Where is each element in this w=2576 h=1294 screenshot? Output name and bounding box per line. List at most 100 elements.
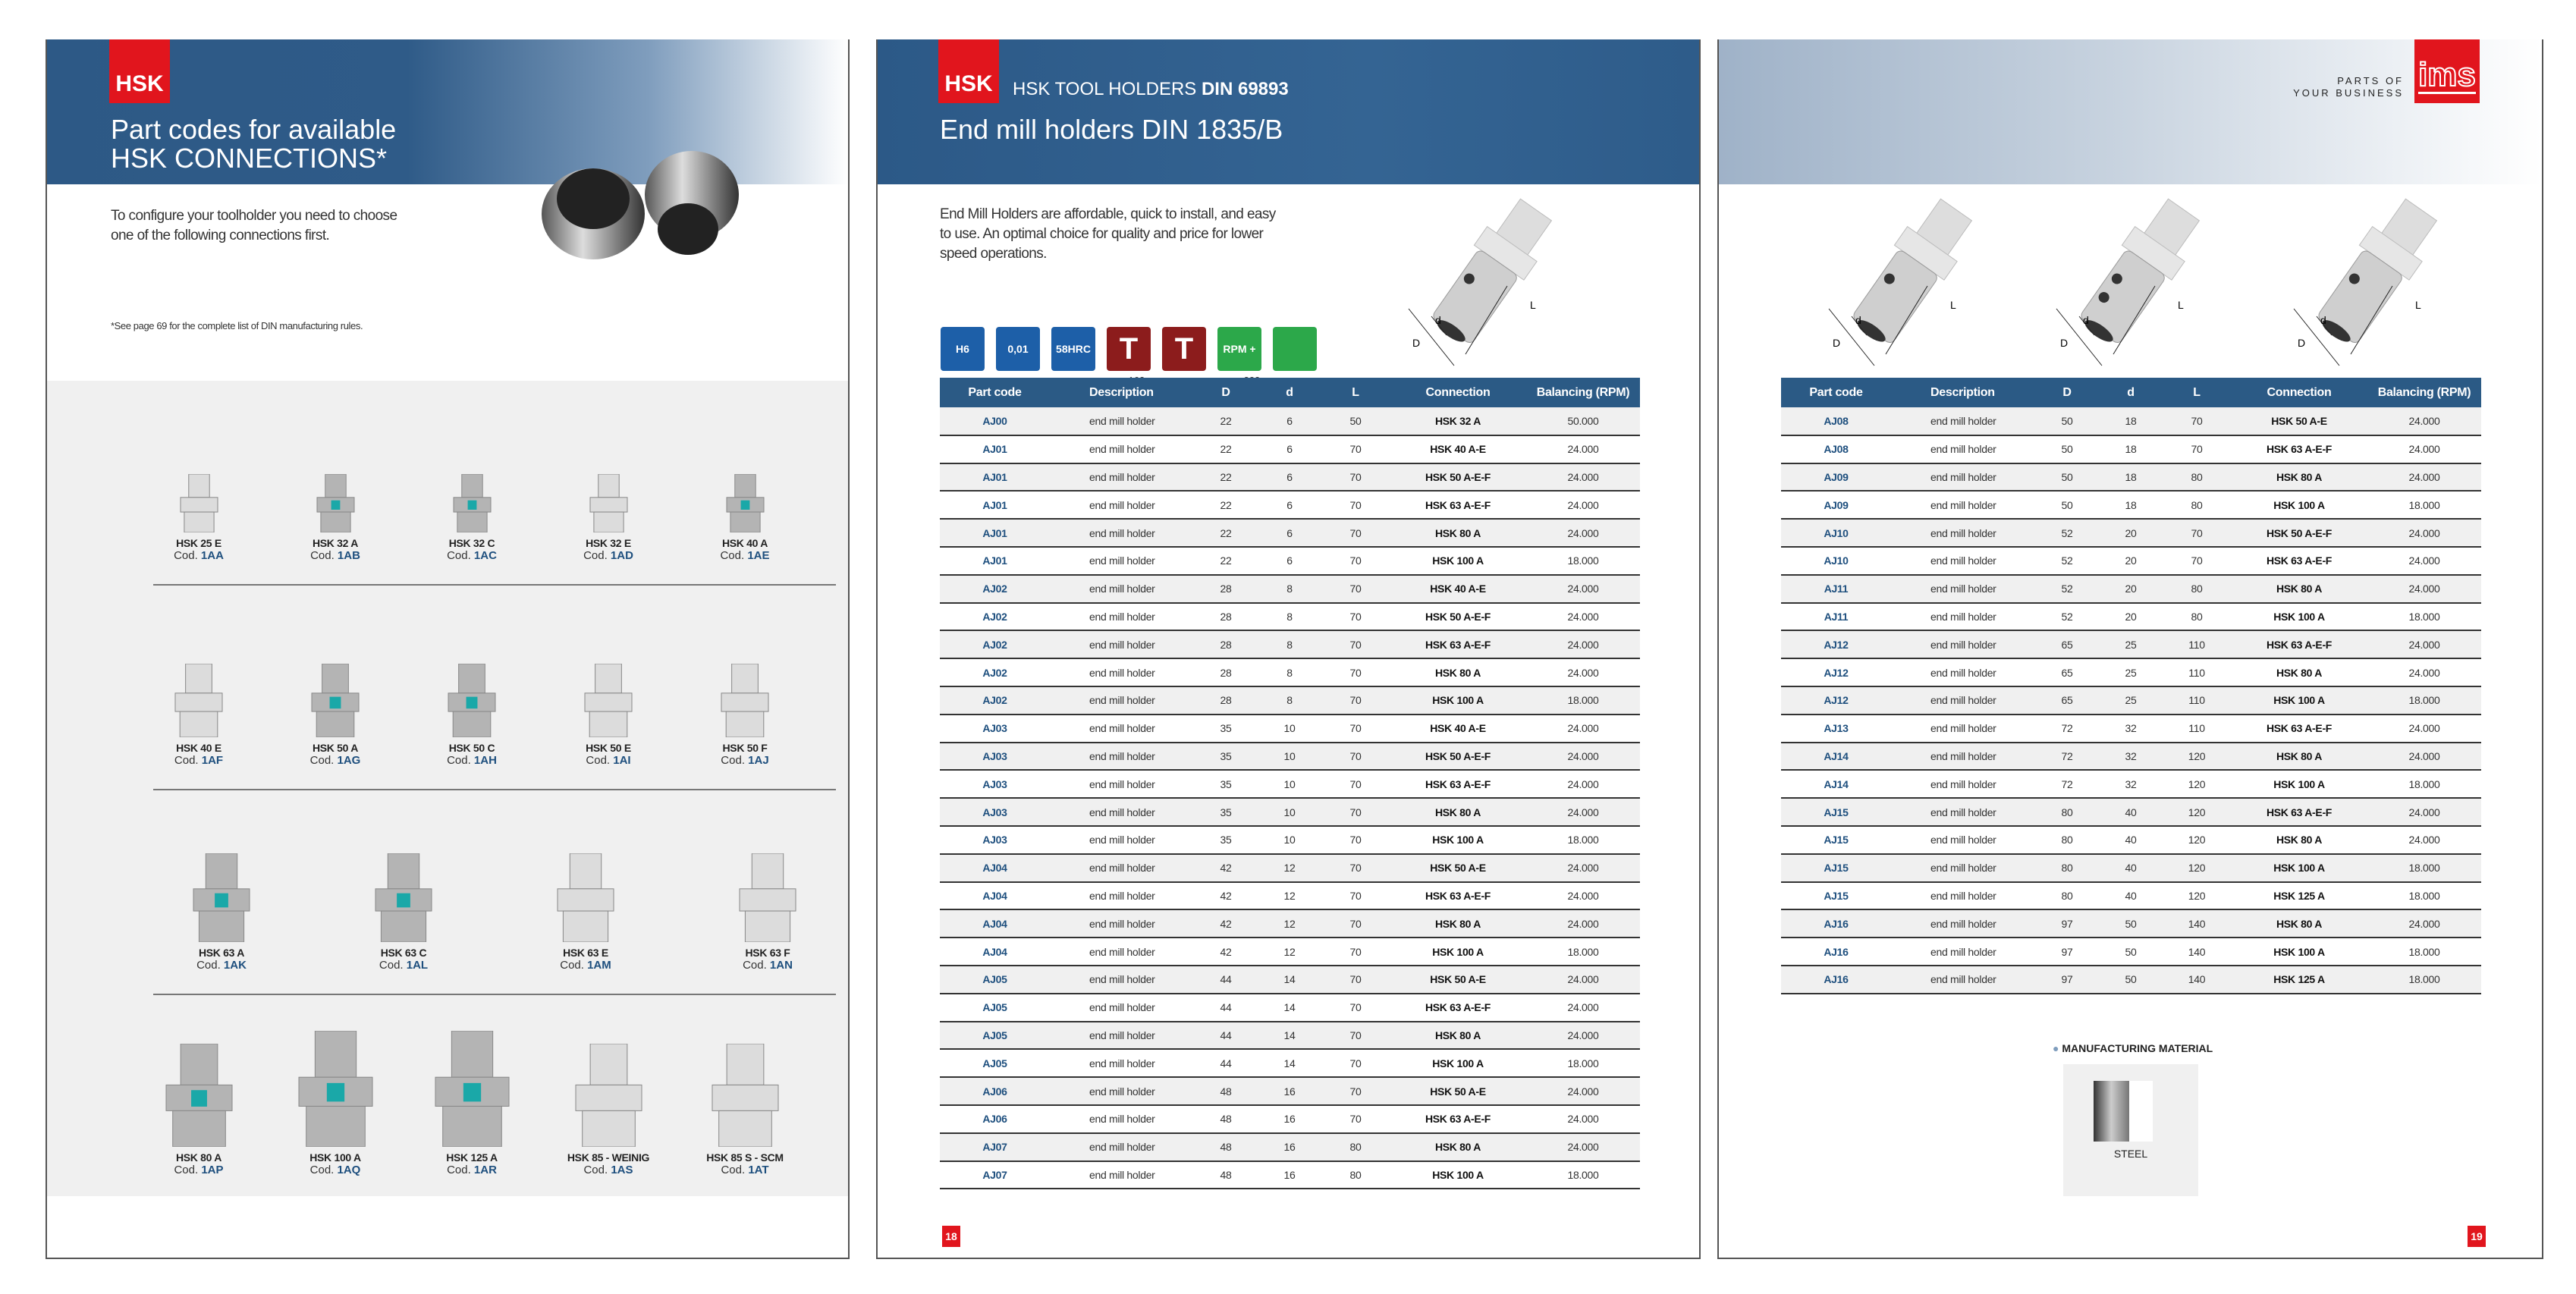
table-cell: 42 [1194,881,1258,911]
table-cell: 8 [1258,630,1321,660]
section-title: HSK TOOL HOLDERS DIN 69893 [1013,79,1289,99]
connection-item: HSK 63 C Cod. 1AL [328,806,479,972]
t-wrench-icon: T [1107,327,1151,371]
table-cell: HSK 80 A [2231,742,2367,771]
table-cell: 80 [2035,798,2099,827]
table-cell: 24.000 [2367,435,2481,464]
table-cell: AJ06 [940,1104,1050,1134]
table-cell: 44 [1194,965,1258,994]
table-row: AJ13 end mill holder 72 32 110 HSK 63 A-E-F 24… [1781,714,2481,743]
table-row: AJ02 end mill holder 28 8 70 HSK 40 A-E 24.000 [940,574,1640,604]
table-row: AJ04 end mill holder 42 12 70 HSK 63 A-E-F 24.… [940,881,1640,911]
table-cell: 32 [2099,714,2163,743]
table-cell: 24.000 [1526,853,1640,883]
hsk-shank-icon [712,1044,778,1147]
table-cell: 70 [1321,1077,1390,1106]
table-cell: 24.000 [1526,714,1640,743]
table-cell: 14 [1258,1021,1321,1051]
table-row: AJ16 end mill holder 97 50 140 HSK 125 A 18.00… [1781,965,2481,994]
table-cell: 140 [2163,909,2231,939]
table-cell: 97 [2035,938,2099,966]
table-cell: 42 [1194,938,1258,966]
table-cell: 40 [2099,881,2163,911]
table-cell: 24.000 [1526,770,1640,799]
column-header: Part code [1781,378,1891,407]
table-cell: 50 [2035,463,2099,492]
table-cell: 50.000 [1526,407,1640,436]
table-cell: 24.000 [1526,909,1640,939]
table-row: AJ03 end mill holder 35 10 70 HSK 80 A 24.000 [940,798,1640,827]
end-mill-holder-icon: D d L [2293,198,2438,366]
table-cell: 18.000 [2367,602,2481,632]
table-cell: HSK 100 A [1390,938,1526,966]
table-cell: end mill holder [1050,435,1194,464]
table-cell: AJ12 [1781,658,1891,687]
connection-code: Cod. 1AK [196,959,247,972]
table-cell: 50 [2035,491,2099,520]
table-cell: AJ15 [1781,881,1891,911]
page-end-mill-holders-19: PARTS OF YOUR BUSINESS ims D d L D d L [1717,39,2543,1259]
table-cell: 24.000 [2367,658,2481,687]
table-row: AJ16 end mill holder 97 50 140 HSK 80 A 24.000 [1781,909,2481,939]
table-cell: HSK 80 A [1390,798,1526,827]
table-cell: 6 [1258,546,1321,576]
table-cell: 70 [1321,909,1390,939]
table-cell: 18 [2099,435,2163,464]
table-cell: end mill holder [1891,938,2035,966]
table-cell: 70 [1321,463,1390,492]
table-cell: 110 [2163,630,2231,660]
table-cell: end mill holder [1050,798,1194,827]
table-row: AJ01 end mill holder 22 6 70 HSK 40 A-E 24.000 [940,435,1640,464]
table-cell: 18.000 [2367,491,2481,520]
table-row: AJ12 end mill holder 65 25 110 HSK 63 A-E-F 24… [1781,630,2481,660]
table-row: AJ15 end mill holder 80 40 120 HSK 100 A 18.00… [1781,853,2481,883]
table-cell: HSK 63 A-E-F [1390,630,1526,660]
table-cell: HSK 50 A-E-F [1390,742,1526,771]
table-cell: 70 [1321,825,1390,855]
table-cell: 52 [2035,519,2099,548]
table-cell: HSK 50 A-E-F [2231,519,2367,548]
column-header: Connection [2231,378,2367,407]
table-cell: end mill holder [1891,853,2035,883]
table-cell: 48 [1194,1161,1258,1190]
intro-text: End Mill Holders are affordable, quick t… [940,206,1276,262]
connection-code: Cod. 1AJ [721,754,769,767]
table-cell: 70 [1321,770,1390,799]
table-row: AJ16 end mill holder 97 50 140 HSK 100 A 18.00… [1781,938,2481,966]
table-cell: AJ12 [1781,630,1891,660]
table-cell: AJ06 [940,1077,1050,1106]
table-cell: 18.000 [2367,881,2481,911]
end-mill-holder-icon: D d L [2056,198,2201,366]
table-cell: HSK 80 A [1390,1132,1526,1162]
table-cell: 24.000 [1526,1104,1640,1134]
table-cell: 42 [1194,853,1258,883]
table-cell: 28 [1194,574,1258,604]
hsk-shank-icon [453,474,491,532]
table-cell: 22 [1194,407,1258,436]
table-cell: HSK 100 A [2231,938,2367,966]
material-card-steel: STEEL [2063,1064,2198,1196]
end-mill-holder-drawing-1: D d L [1814,195,1988,373]
page-title: Part codes for available HSK CONNECTIONS… [111,114,397,174]
table-row: AJ11 end mill holder 52 20 80 HSK 100 A 18.000 [1781,602,2481,632]
table-cell: end mill holder [1050,909,1194,939]
table-cell: HSK 50 A-E-F [1390,602,1526,632]
table-cell: 110 [2163,658,2231,687]
table-cell: HSK 125 A [2231,881,2367,911]
table-cell: 70 [1321,1049,1390,1079]
table-cell: 70 [1321,435,1390,464]
table-cell: AJ04 [940,909,1050,939]
table-cell: AJ10 [1781,546,1891,576]
table-row: AJ14 end mill holder 72 32 120 HSK 100 A 18.00… [1781,770,2481,799]
table-cell: 70 [1321,519,1390,548]
table-row: AJ07 end mill holder 48 16 80 HSK 100 A 18.000 [940,1161,1640,1190]
table-cell: 22 [1194,435,1258,464]
table-row: AJ03 end mill holder 35 10 70 HSK 63 A-E-F 24.… [940,770,1640,799]
table-row: AJ03 end mill holder 35 10 70 HSK 100 A 18.000 [940,825,1640,855]
table-cell: HSK 63 A-E-F [1390,881,1526,911]
connection-item: HSK 40 A Cod. 1AE [677,396,813,562]
table-cell: HSK 80 A [2231,574,2367,604]
logo-text: ims [2417,56,2477,94]
table-cell: 80 [2163,574,2231,604]
